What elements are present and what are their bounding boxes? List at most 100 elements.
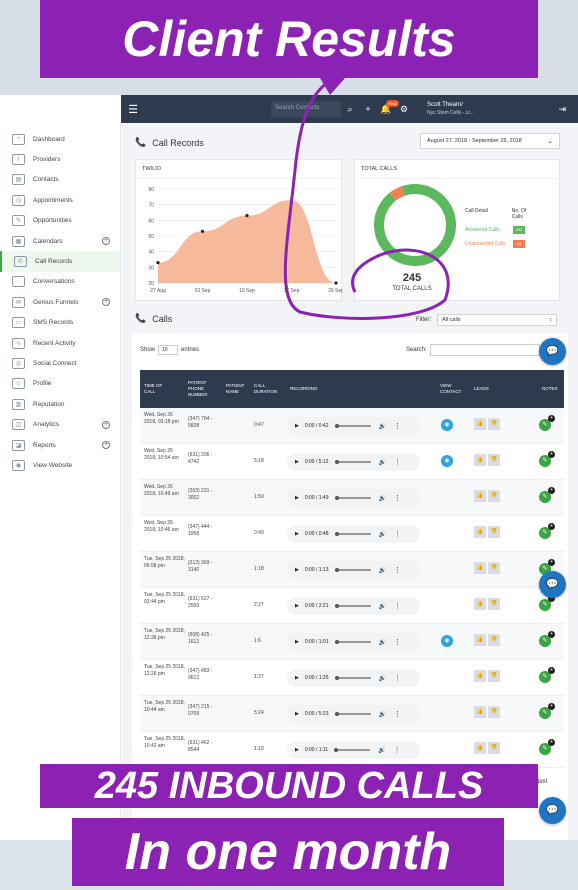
audio-seek-slider[interactable] xyxy=(334,712,371,716)
expand-plus-icon[interactable]: + xyxy=(102,420,110,429)
column-header-call-duration[interactable]: CALL DURATION xyxy=(254,383,278,394)
thumbs-up-icon[interactable]: 👍 xyxy=(474,562,486,574)
volume-icon[interactable]: 🔊 xyxy=(378,747,386,754)
data-point[interactable] xyxy=(334,281,338,285)
filter-select[interactable]: All calls ↕ xyxy=(437,314,557,326)
sidebar-item-conversations[interactable]: ◌ Conversations xyxy=(0,272,120,292)
thumbs-down-icon[interactable]: 👎 xyxy=(488,706,500,718)
thumbs-up-icon[interactable]: 👍 xyxy=(474,526,486,538)
audio-seek-slider[interactable] xyxy=(334,604,371,608)
data-point[interactable] xyxy=(156,261,160,265)
view-contact-eye-icon[interactable]: ◉ xyxy=(441,635,453,647)
more-options-icon[interactable]: ⋮ xyxy=(393,495,401,502)
more-options-icon[interactable]: ⋮ xyxy=(393,747,401,754)
more-options-icon[interactable]: ⋮ xyxy=(393,675,401,682)
sidebar-item-dashboard[interactable]: ◔ Dashboard xyxy=(0,129,120,149)
table-search-input[interactable] xyxy=(430,344,540,356)
date-range-picker[interactable]: August 27, 2018 - September 26, 2018 ⌄ xyxy=(420,133,560,149)
audio-player[interactable]: ▶ 0:00 / 5:12 🔊 ⋮ xyxy=(287,453,420,471)
more-options-icon[interactable]: ⋮ xyxy=(393,459,401,466)
sidebar-item-sms-records[interactable]: ▭ SMS Records xyxy=(0,313,120,333)
play-icon[interactable]: ▶ xyxy=(295,531,299,537)
more-options-icon[interactable]: ⋮ xyxy=(393,711,401,718)
play-icon[interactable]: ▶ xyxy=(295,711,299,717)
data-point[interactable] xyxy=(200,229,205,233)
play-icon[interactable]: ▶ xyxy=(295,495,299,501)
volume-icon[interactable]: 🔊 xyxy=(378,567,386,574)
play-icon[interactable]: ▶ xyxy=(295,423,299,429)
audio-seek-slider[interactable] xyxy=(334,424,371,428)
donut-slice-unanswered-calls[interactable] xyxy=(389,186,406,201)
add-note-icon[interactable]: ✎ + xyxy=(539,631,555,647)
add-note-icon[interactable]: ✎ + xyxy=(539,415,555,431)
volume-icon[interactable]: 🔊 xyxy=(378,711,386,718)
logout-icon[interactable]: ⇥ xyxy=(558,103,566,114)
donut-slice-answered-calls[interactable] xyxy=(374,184,456,266)
search-contacts-input[interactable]: Search Contacts xyxy=(271,101,341,117)
add-note-icon[interactable]: ✎ + xyxy=(539,739,555,755)
thumbs-up-icon[interactable]: 👍 xyxy=(474,742,486,754)
add-note-icon[interactable]: ✎ + xyxy=(539,487,555,503)
audio-player[interactable]: ▶ 0:00 / 5:23 🔊 ⋮ xyxy=(287,705,420,723)
audio-player[interactable]: ▶ 0:00 / 2:21 🔊 ⋮ xyxy=(287,597,420,615)
sidebar-item-providers[interactable]: ⚕ Providers xyxy=(0,149,120,169)
sidebar-item-analytics[interactable]: ◫ Analytics + xyxy=(0,414,120,434)
thumbs-down-icon[interactable]: 👎 xyxy=(488,562,500,574)
play-icon[interactable]: ▶ xyxy=(295,459,299,465)
thumbs-down-icon[interactable]: 👎 xyxy=(488,490,500,502)
sidebar-item-reports[interactable]: ◪ Reports + xyxy=(0,435,120,455)
play-icon[interactable]: ▶ xyxy=(295,567,299,573)
volume-icon[interactable]: 🔊 xyxy=(378,639,386,646)
audio-seek-slider[interactable] xyxy=(334,640,371,644)
chat-widget-button[interactable]: 💬 xyxy=(539,338,566,365)
thumbs-down-icon[interactable]: 👎 xyxy=(488,670,500,682)
add-note-icon[interactable]: ✎ + xyxy=(539,523,555,539)
audio-player[interactable]: ▶ 0:00 / 1:49 🔊 ⋮ xyxy=(287,489,420,507)
column-header-time-of-call[interactable]: TIME OF CALL xyxy=(144,383,163,394)
sidebar-item-view-website[interactable]: ◉ View Website xyxy=(0,455,120,475)
column-header-view-contact[interactable]: VIEW CONTACT xyxy=(440,383,462,394)
audio-player[interactable]: ▶ 0:00 / 1:13 🔊 ⋮ xyxy=(287,561,420,579)
data-point[interactable] xyxy=(245,214,249,218)
audio-player[interactable]: ▶ 0:00 / 1:26 🔊 ⋮ xyxy=(287,669,420,687)
more-options-icon[interactable]: ⋮ xyxy=(393,603,401,610)
notification-bell-icon[interactable]: 🔔 9963 xyxy=(380,99,399,114)
more-options-icon[interactable]: ⋮ xyxy=(393,567,401,574)
expand-plus-icon[interactable]: + xyxy=(102,298,110,307)
sidebar-item-social-connect[interactable]: ◎ Social Connect xyxy=(0,353,120,373)
audio-seek-slider[interactable] xyxy=(334,676,371,680)
add-note-icon[interactable]: ✎ + xyxy=(539,595,555,611)
chat-widget-button[interactable]: 💬 xyxy=(539,571,566,598)
play-icon[interactable]: ▶ xyxy=(295,603,299,609)
thumbs-up-icon[interactable]: 👍 xyxy=(474,706,486,718)
hamburger-menu-icon[interactable]: ☰ xyxy=(128,103,138,116)
expand-plus-icon[interactable]: + xyxy=(102,237,110,246)
add-note-icon[interactable]: ✎ + xyxy=(539,451,555,467)
sidebar-item-opportunities[interactable]: ✎ Opportunities xyxy=(0,211,120,231)
audio-seek-slider[interactable] xyxy=(334,460,371,464)
thumbs-down-icon[interactable]: 👎 xyxy=(488,418,500,430)
thumbs-up-icon[interactable]: 👍 xyxy=(474,598,486,610)
volume-icon[interactable]: 🔊 xyxy=(378,531,386,538)
play-icon[interactable]: ▶ xyxy=(295,747,299,753)
add-note-icon[interactable]: ✎ + xyxy=(539,667,555,683)
audio-seek-slider[interactable] xyxy=(334,748,371,752)
expand-plus-icon[interactable]: + xyxy=(102,441,110,450)
play-icon[interactable]: ▶ xyxy=(295,675,299,681)
view-contact-eye-icon[interactable]: ◉ xyxy=(441,455,453,467)
thumbs-up-icon[interactable]: 👍 xyxy=(474,490,486,502)
data-point[interactable] xyxy=(289,198,294,202)
thumbs-down-icon[interactable]: 👎 xyxy=(488,742,500,754)
entries-select[interactable]: 10 xyxy=(158,345,179,355)
column-header-recording[interactable]: RECORDING xyxy=(290,386,318,391)
volume-icon[interactable]: 🔊 xyxy=(378,675,386,682)
audio-player[interactable]: ▶ 0:00 / 0:42 🔊 ⋮ xyxy=(287,417,420,435)
column-header-patient-name[interactable]: PATIENT NAME xyxy=(226,383,245,394)
column-header-notes[interactable]: NOTES xyxy=(542,386,558,391)
volume-icon[interactable]: 🔊 xyxy=(378,423,386,430)
audio-seek-slider[interactable] xyxy=(334,532,371,536)
column-header-leads[interactable]: LEADS xyxy=(474,386,489,391)
thumbs-up-icon[interactable]: 👍 xyxy=(474,634,486,646)
thumbs-up-icon[interactable]: 👍 xyxy=(474,454,486,466)
sidebar-item-contacts[interactable]: ▤ Contacts xyxy=(0,170,120,190)
